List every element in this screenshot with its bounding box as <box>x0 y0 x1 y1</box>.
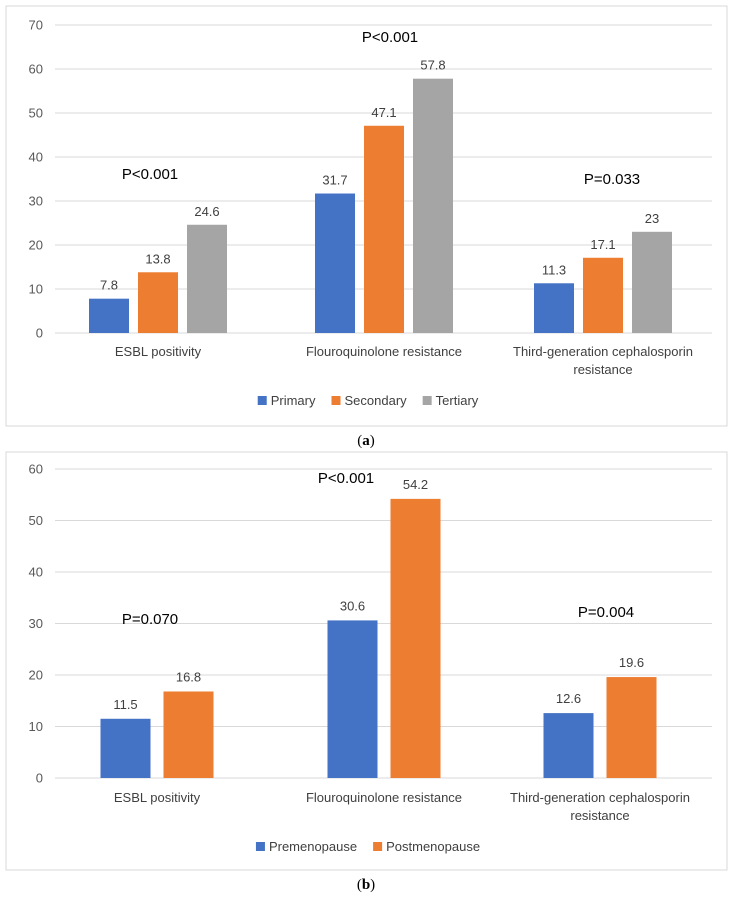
category-label: Third-generation cephalosporin <box>513 344 693 359</box>
data-label: 54.2 <box>403 477 428 492</box>
category-label: ESBL positivity <box>115 344 202 359</box>
bar-postmenopause <box>390 498 441 778</box>
y-tick-label: 50 <box>29 513 43 528</box>
bar-premenopause <box>327 620 378 778</box>
bar-premenopause <box>543 713 594 778</box>
data-label: 12.6 <box>556 691 581 706</box>
bar-postmenopause <box>606 677 657 778</box>
data-label: 47.1 <box>371 105 396 120</box>
y-tick-label: 40 <box>29 150 43 165</box>
p-value-annotation: P<0.001 <box>122 166 178 183</box>
category-label: Flouroquinolone resistance <box>306 790 462 805</box>
category-label: resistance <box>570 808 629 823</box>
data-label: 11.5 <box>113 697 137 712</box>
legend-label: Tertiary <box>436 393 479 408</box>
data-label: 16.8 <box>176 669 201 684</box>
legend-swatch <box>331 396 341 405</box>
legend-swatch <box>373 842 383 851</box>
data-label: 23 <box>645 211 659 226</box>
y-tick-label: 0 <box>36 771 43 786</box>
bar-postmenopause <box>163 691 214 778</box>
data-label: 19.6 <box>619 655 644 670</box>
y-tick-label: 0 <box>36 326 43 341</box>
bar-secondary <box>364 125 404 333</box>
category-label: Flouroquinolone resistance <box>306 344 462 359</box>
y-tick-label: 70 <box>29 18 43 33</box>
y-tick-label: 60 <box>29 462 43 477</box>
data-label: 11.3 <box>542 262 566 277</box>
data-label: 13.8 <box>145 251 170 266</box>
y-tick-label: 20 <box>29 668 43 683</box>
p-value-annotation: P=0.070 <box>122 611 178 628</box>
y-tick-label: 30 <box>29 194 43 209</box>
y-tick-label: 60 <box>29 62 43 77</box>
bar-primary <box>89 298 129 333</box>
y-tick-label: 20 <box>29 238 43 253</box>
bar-primary <box>315 193 355 333</box>
legend-swatch <box>255 842 265 851</box>
y-tick-label: 10 <box>29 719 43 734</box>
y-tick-label: 50 <box>29 106 43 121</box>
bar-tertiary <box>632 231 672 333</box>
data-label: 31.7 <box>322 173 347 188</box>
p-value-annotation: P=0.004 <box>578 604 634 621</box>
bar-secondary <box>138 272 178 333</box>
chart-a: 0 10 20 30 40 50 60 70 7.8 31.7 11.3 13.8 47.1 17.1 24… <box>5 5 728 449</box>
data-label: 30.6 <box>340 598 365 613</box>
chart-b: 0 10 20 30 40 50 60 11.5 30.6 12.6 16.8 54.2 19.6 ESB… <box>5 451 728 893</box>
bar-premenopause <box>100 718 151 778</box>
data-label: 24.6 <box>194 204 219 219</box>
y-tick-label: 10 <box>29 282 43 297</box>
bar-tertiary <box>413 78 453 334</box>
p-value-annotation: P<0.001 <box>318 470 374 487</box>
data-label: 57.8 <box>420 58 445 73</box>
data-label: 7.8 <box>100 278 118 293</box>
legend: Premenopause Postmenopause <box>255 839 480 854</box>
category-label: Third-generation cephalosporin <box>510 790 690 805</box>
figure-caption: (a) <box>357 433 375 449</box>
legend-label: Primary <box>271 393 316 408</box>
figure-caption: (b) <box>357 877 375 893</box>
legend-label: Premenopause <box>269 839 357 854</box>
legend-swatch <box>422 396 432 405</box>
legend-label: Secondary <box>345 393 408 408</box>
p-value-annotation: P=0.033 <box>584 171 640 188</box>
y-tick-label: 30 <box>29 616 43 631</box>
legend-label: Postmenopause <box>386 839 480 854</box>
p-value-annotation: P<0.001 <box>362 29 418 46</box>
data-label: 17.1 <box>590 237 615 252</box>
y-tick-label: 40 <box>29 565 43 580</box>
bar-secondary <box>583 257 623 333</box>
legend-swatch <box>257 396 267 405</box>
legend: Primary Secondary Tertiary <box>257 393 479 408</box>
category-label: ESBL positivity <box>114 790 201 805</box>
bar-primary <box>534 283 574 333</box>
category-label: resistance <box>573 362 632 377</box>
bar-tertiary <box>187 224 227 333</box>
